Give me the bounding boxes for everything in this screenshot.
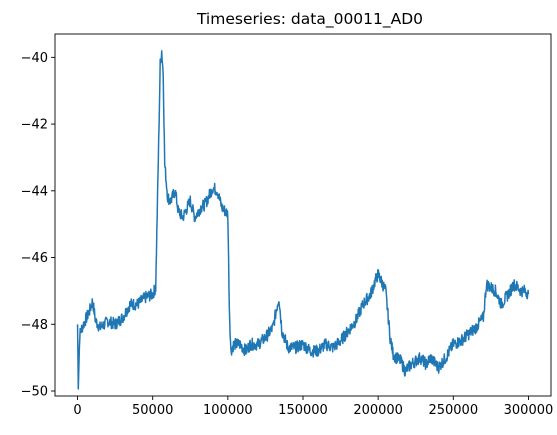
- y-tick-label: −46: [21, 251, 48, 266]
- series-line: [76, 50, 530, 390]
- y-tick-label: −42: [21, 118, 48, 133]
- x-axis: 0 50000 100000 150000 200000 250000 300000: [73, 396, 553, 418]
- y-tick-label: −40: [21, 51, 48, 66]
- x-tick-label: 200000: [353, 403, 403, 418]
- y-tick-label: −44: [21, 184, 48, 199]
- x-tick-label: 0: [73, 403, 81, 418]
- x-tick-label: 50000: [132, 403, 173, 418]
- y-axis: −40 −42 −44 −46 −48 −50: [21, 51, 55, 399]
- plot-area: [54, 33, 552, 397]
- x-tick-label: 100000: [203, 403, 253, 418]
- x-tick-label: 300000: [504, 403, 554, 418]
- y-tick-label: −50: [21, 384, 48, 399]
- y-tick-label: −48: [21, 318, 48, 333]
- series-layer: [76, 50, 530, 390]
- x-tick-label: 150000: [278, 403, 328, 418]
- chart-title: Timeseries: data_00011_AD0: [196, 10, 423, 29]
- x-tick-label: 250000: [428, 403, 478, 418]
